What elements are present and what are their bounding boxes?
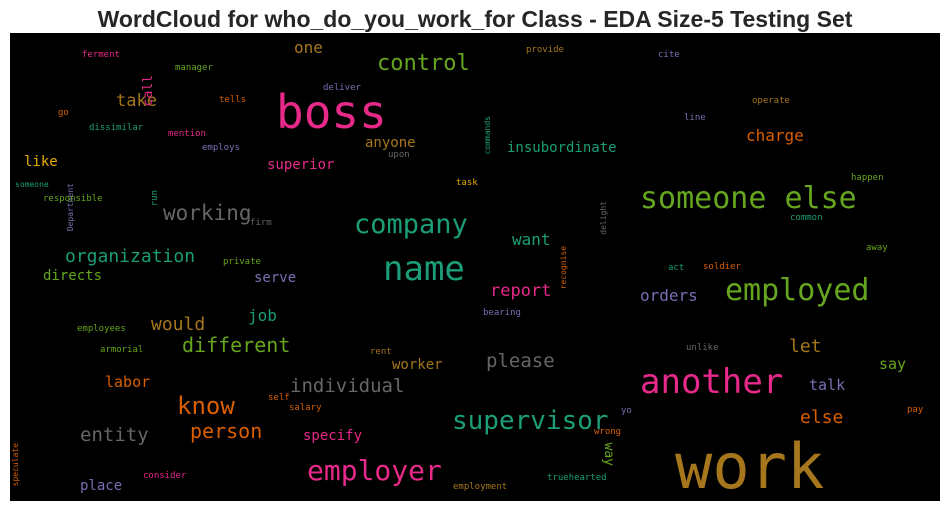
word-run: run [150,190,160,206]
word-rent: rent [370,347,392,357]
word-happen: happen [851,173,884,183]
word-employment: employment [453,482,507,492]
word-wrong: wrong [594,427,621,437]
word-department: Department [66,183,75,231]
word-another: another [640,362,783,402]
word-self: self [268,393,290,403]
word-call: call [141,75,156,106]
word-recognise: recognise [559,246,568,290]
cloud-background [10,33,940,501]
chart-title: WordCloud for who_do_you_work_for Class … [97,6,853,32]
word-common: common [790,213,823,223]
word-job: job [248,306,277,325]
word-mention: mention [168,129,206,139]
word-labor: labor [105,373,150,391]
word-cloud: work boss name another someone else employed e… [10,33,940,501]
word-say: say [879,355,906,373]
word-yo: yo [621,406,632,416]
word-take: take [116,91,157,111]
word-tells: tells [219,95,246,105]
word-else: else [800,407,843,428]
word-serve: serve [254,270,296,286]
word-responsible: responsible [43,194,103,204]
word-dissimilar: dissimilar [89,123,144,133]
word-line: line [684,113,706,123]
word-someone-else: someone else [640,181,857,216]
word-entity: entity [80,424,149,446]
word-unlike: unlike [686,343,719,353]
word-employed: employed [725,273,870,308]
word-speculate: speculate [11,443,20,487]
word-know: know [177,392,235,420]
word-employer: employer [307,454,442,487]
word-person: person [190,419,262,443]
word-bearing: bearing [483,308,521,318]
word-let: let [789,336,822,357]
word-individual: individual [290,375,404,397]
word-soldier: soldier [703,262,742,272]
word-superior: superior [267,157,334,173]
word-anyone: anyone [365,135,416,151]
word-someone: someone [15,180,49,189]
word-place: place [80,478,122,494]
word-working: working [163,201,252,225]
word-talk: talk [809,376,845,394]
word-insubordinate: insubordinate [507,140,617,156]
word-name: name [383,249,465,289]
word-firm: firm [250,218,272,228]
word-control: control [377,51,470,76]
word-want: want [512,230,551,249]
word-upon: upon [388,150,410,160]
word-worker: worker [392,357,443,373]
word-delight: delight [599,201,608,235]
word-work: work [675,430,824,501]
word-ferment: ferment [82,50,120,60]
word-way: way [601,443,616,467]
word-company: company [354,209,468,240]
word-salary: salary [289,403,322,413]
word-employs: employs [202,143,240,153]
word-directs: directs [43,268,102,284]
word-would: would [151,314,205,335]
word-like: like [24,154,58,170]
word-specify: specify [303,428,362,444]
word-armorial: armorial [100,345,143,355]
word-provide: provide [526,45,564,55]
word-orders: orders [640,286,698,305]
word-go: go [58,108,69,118]
word-commands: commands [483,116,492,155]
word-report: report [490,281,551,301]
word-please: please [486,350,555,372]
word-consider: consider [143,471,187,481]
word-boss: boss [276,85,387,139]
word-pay: pay [907,405,924,415]
word-organization: organization [65,246,195,267]
word-private: private [223,257,261,267]
word-one: one [294,38,323,57]
word-deliver: deliver [323,83,362,93]
word-operate: operate [752,96,790,106]
word-task: task [456,178,478,188]
word-away: away [866,243,888,253]
word-supervisor: supervisor [452,406,609,436]
word-act: act [668,263,684,273]
word-employees: employees [77,324,126,334]
word-cite: cite [658,50,680,60]
word-truehearted: truehearted [547,473,607,483]
word-different: different [182,333,290,357]
word-charge: charge [746,126,804,145]
word-manager: manager [175,63,214,73]
